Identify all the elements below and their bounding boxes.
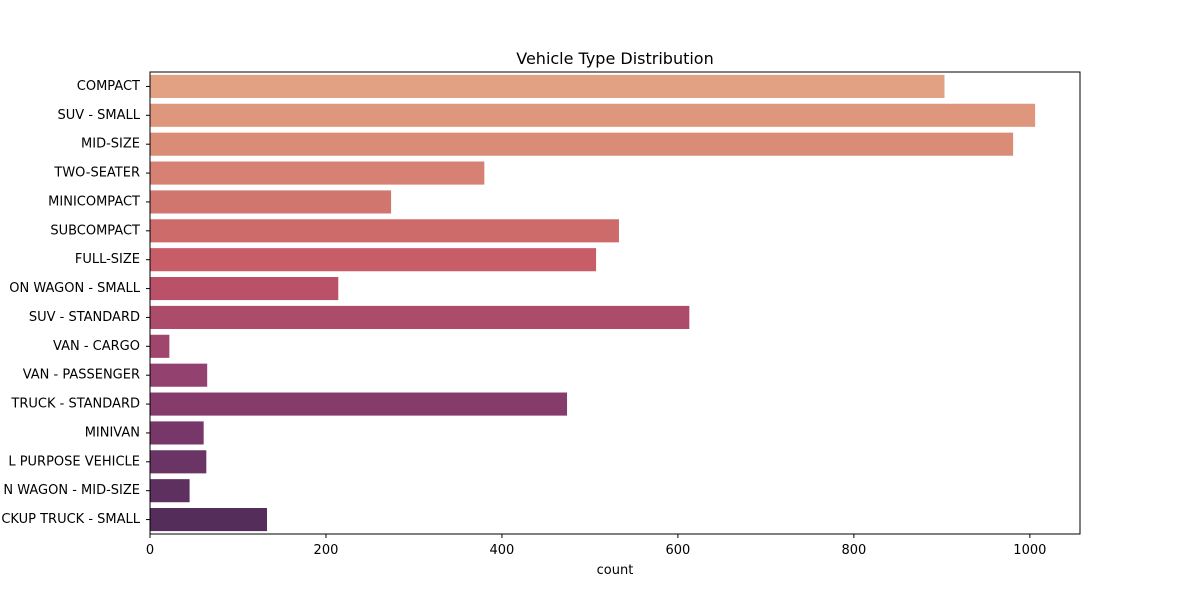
bar [150,479,190,503]
y-tick-label: VAN - PASSENGER [23,368,140,383]
bar [150,74,945,98]
x-axis-label: count [597,563,634,578]
x-tick-label: 1000 [1013,543,1046,558]
bar [150,305,690,329]
x-axis-ticks: 0 200 400 600 800 1000 [146,534,1046,558]
y-tick-label: FULL-SIZE [75,252,140,267]
y-tick-label: TWO-SEATER [53,166,140,181]
y-tick-label: MINIVAN [85,425,140,440]
y-tick-label: SUV - STANDARD [29,310,140,325]
bars-group [150,74,1036,532]
y-tick-label: VAN - CARGO [53,339,140,354]
bar [150,248,597,272]
y-tick-label: N WAGON - MID-SIZE [3,483,140,498]
x-tick-label: 400 [490,543,515,558]
x-tick-label: 200 [314,543,339,558]
x-tick-label: 0 [146,543,154,558]
bar [150,392,568,416]
bar [150,103,1036,127]
y-tick-label: L PURPOSE VEHICLE [8,454,140,469]
bar [150,132,1014,156]
bar [150,190,392,214]
y-tick-label: TRUCK - STANDARD [10,397,140,412]
y-tick-label: SUBCOMPACT [50,223,140,238]
bar [150,161,485,185]
bar [150,508,268,532]
plot-frame [149,71,1081,535]
y-tick-label: CKUP TRUCK - SMALL [1,512,140,527]
y-tick-label: MID-SIZE [81,137,140,152]
x-tick-label: 800 [841,543,866,558]
bar [150,450,207,474]
bar [150,421,204,445]
x-tick-label: 600 [665,543,690,558]
y-tick-label: SUV - SMALL [58,108,141,123]
y-tick-label: COMPACT [77,79,140,94]
y-axis-ticks: COMPACT SUV - SMALL MID-SIZE TWO-SEATER MINI… [1,79,150,527]
bar [150,277,339,301]
chart-title: Vehicle Type Distribution [516,49,713,68]
bar [150,219,619,243]
bar [150,334,170,358]
bar [150,363,208,387]
y-tick-label: MINICOMPACT [48,194,140,209]
y-tick-label: ON WAGON - SMALL [9,281,140,296]
